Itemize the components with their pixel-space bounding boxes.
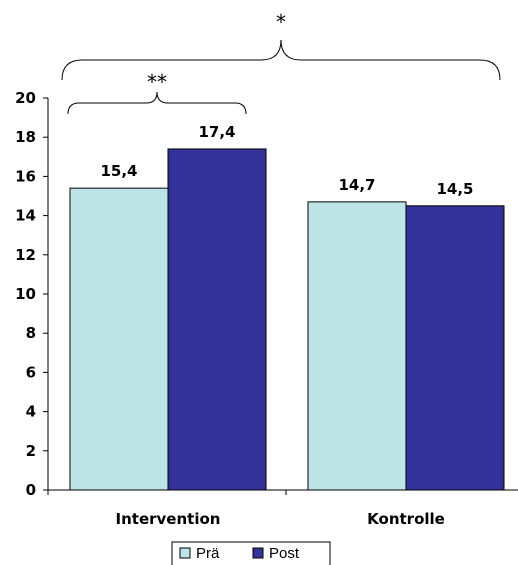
data-label: 17,4 — [198, 123, 235, 141]
y-tick-label: 20 — [15, 89, 36, 107]
y-tick-label: 10 — [15, 285, 36, 303]
data-labels-layer: 15,4 17,4 14,7 14,5 — [100, 123, 473, 198]
y-tick-label: 16 — [15, 167, 36, 185]
data-label: 14,7 — [338, 176, 375, 194]
significance-brace-intervention — [67, 91, 247, 115]
y-tick-label: 6 — [26, 363, 36, 381]
legend-label: Post — [269, 545, 300, 562]
significance-label: * — [276, 10, 286, 34]
legend-swatch — [252, 547, 264, 559]
legend-box — [171, 541, 331, 565]
y-tick-label: 14 — [15, 207, 36, 225]
legend-label: Prä — [196, 545, 220, 562]
y-tick-label: 8 — [26, 324, 36, 342]
x-tick-label: Kontrolle — [367, 510, 445, 528]
y-tick-label: 18 — [15, 128, 36, 146]
data-label: 15,4 — [100, 162, 137, 180]
legend: Prä Post — [171, 541, 331, 565]
axes-layer: Intervention Kontrolle 0 2 4 6 8 10 12 14 16 18 20 — [15, 89, 518, 528]
bar-intervention-prae — [69, 187, 169, 491]
y-tick-label: 0 — [26, 481, 36, 499]
significance-brace-groups — [61, 39, 501, 81]
y-tick-label: 4 — [26, 403, 36, 421]
significance-label: ** — [147, 70, 167, 94]
bar-kontrolle-post — [405, 205, 505, 491]
significance-layer: *** — [61, 10, 501, 115]
y-tick-label: 2 — [26, 442, 36, 460]
legend-swatch — [179, 547, 191, 559]
y-tick-label: 12 — [15, 246, 36, 264]
bar-intervention-post — [167, 148, 267, 491]
bar-kontrolle-prae — [307, 201, 407, 491]
bars-layer — [69, 148, 505, 491]
data-label: 14,5 — [436, 180, 473, 198]
x-tick-label: Intervention — [116, 510, 221, 528]
